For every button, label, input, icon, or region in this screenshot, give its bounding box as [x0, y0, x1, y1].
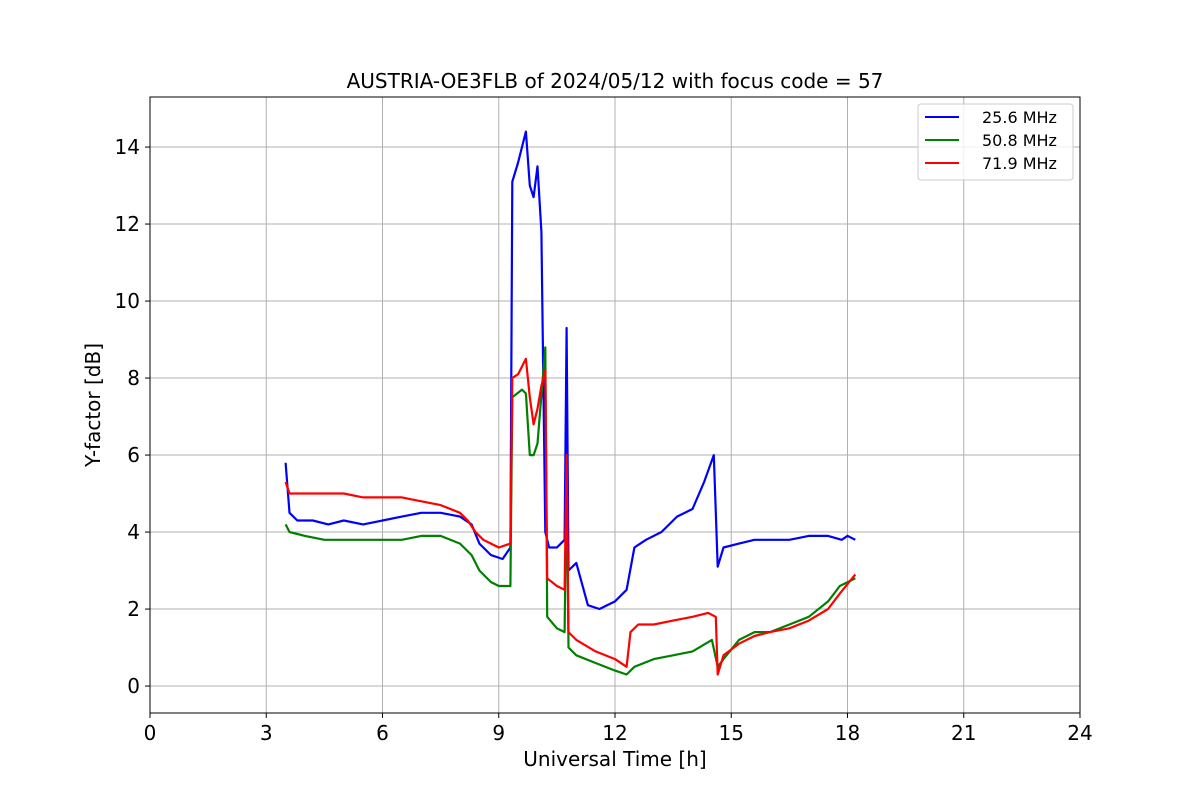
y-tick-label: 6	[127, 443, 140, 467]
y-tick-label: 4	[127, 520, 140, 544]
y-tick-label: 8	[127, 366, 140, 390]
x-axis-label: Universal Time [h]	[523, 747, 706, 771]
x-tick-label: 9	[492, 721, 505, 745]
y-tick-label: 10	[115, 289, 140, 313]
y-tick-label: 14	[115, 135, 140, 159]
chart-title: AUSTRIA-OE3FLB of 2024/05/12 with focus …	[347, 69, 884, 93]
y-tick-label: 12	[115, 212, 140, 236]
legend-box	[917, 103, 1074, 181]
y-tick-label: 0	[127, 674, 140, 698]
legend-entry: 50.8 MHz	[982, 131, 1057, 150]
x-tick-label: 24	[1067, 721, 1092, 745]
x-tick-label: 12	[602, 721, 627, 745]
y-axis-label: Y-factor [dB]	[81, 343, 105, 468]
series-layer	[284, 130, 857, 676]
x-tick-label: 6	[376, 721, 389, 745]
legend-entry: 25.6 MHz	[982, 108, 1057, 127]
x-tick-label: 3	[260, 721, 273, 745]
y-tick-label: 2	[127, 597, 140, 621]
x-tick-label: 0	[144, 721, 157, 745]
series-line-71-9-mhz	[284, 357, 857, 676]
series-line-25-6-mhz	[284, 130, 856, 611]
legend: 25.6 MHz 50.8 MHz 71.9 MHz	[917, 103, 1074, 181]
x-tick-label: 15	[719, 721, 744, 745]
legend-entry: 71.9 MHz	[982, 154, 1057, 173]
x-tick-label: 21	[951, 721, 976, 745]
x-tick-label: 18	[835, 721, 860, 745]
